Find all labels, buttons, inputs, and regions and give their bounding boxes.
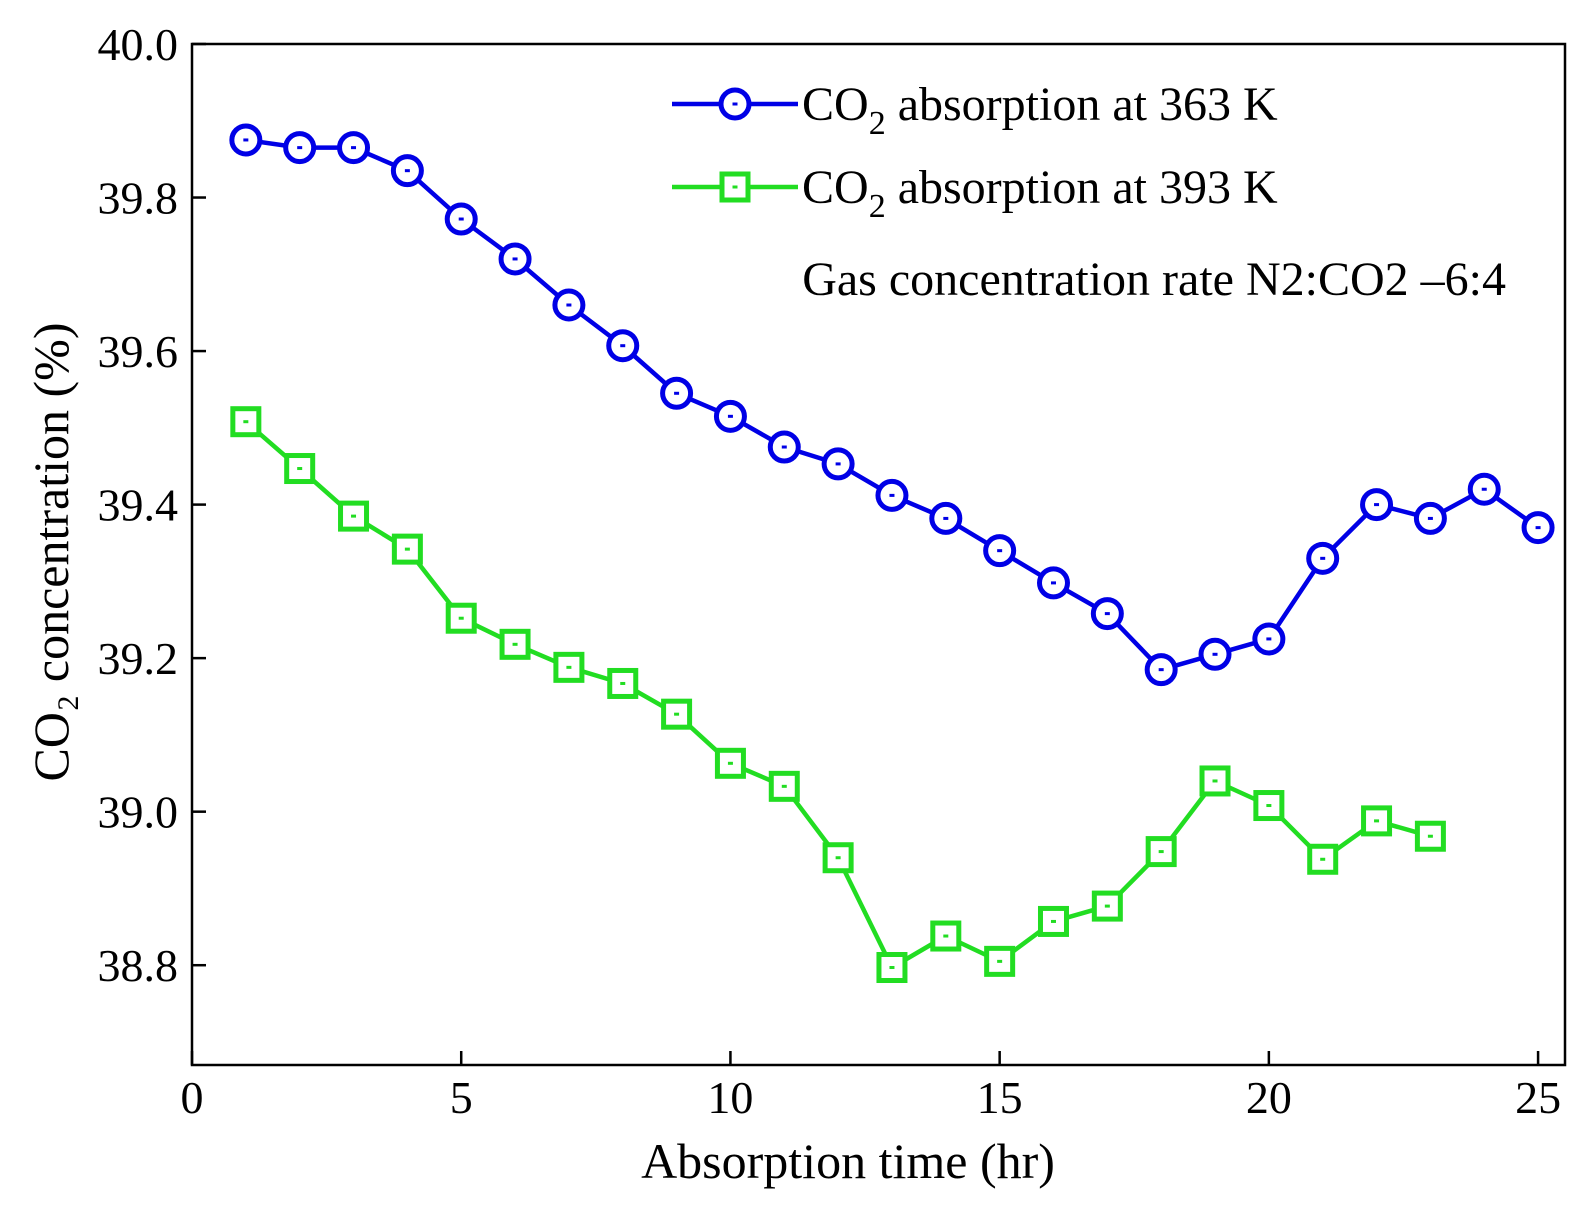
data-point-center — [1158, 668, 1164, 672]
data-point-center — [835, 856, 841, 860]
x-axis-ticks: 0 5 10 15 20 25 — [181, 1051, 1561, 1123]
data-point-center — [1427, 834, 1433, 838]
data-point-center — [1320, 857, 1326, 861]
data-point-center — [404, 169, 410, 173]
data-point-center — [1104, 612, 1110, 616]
data-point-center — [458, 217, 464, 221]
legend-item-1: CO2 absorption at 363 K — [672, 78, 1278, 142]
data-point-center — [889, 493, 895, 497]
data-point-center — [404, 547, 410, 551]
data-point-center — [835, 462, 841, 466]
x-tick-label: 15 — [977, 1072, 1023, 1123]
data-point-center — [1266, 804, 1272, 808]
data-point-center — [512, 257, 518, 261]
y-axis-ticks: 38.8 39.0 39.2 39.4 39.6 39.8 40.0 — [98, 19, 206, 991]
data-point-center — [781, 784, 787, 788]
x-axis-title: Absorption time (hr) — [641, 1133, 1055, 1189]
series-line — [244, 420, 1432, 970]
x-tick-label: 20 — [1246, 1072, 1292, 1123]
data-point — [499, 628, 531, 660]
data-point-center — [620, 681, 626, 685]
data-point-center — [1212, 652, 1218, 656]
data-point-center — [351, 514, 357, 518]
data-point-center — [1320, 556, 1326, 560]
data-point-center — [1266, 637, 1272, 641]
y-tick-label: 39.6 — [98, 326, 179, 377]
data-point-center — [1158, 850, 1164, 854]
legend-item-2: CO2 absorption at 393 K — [672, 161, 1278, 225]
series-1 — [229, 123, 1555, 687]
data-point-center — [620, 344, 626, 348]
data-point-center — [674, 712, 680, 716]
x-tick-label: 5 — [450, 1072, 473, 1123]
data-point — [1037, 905, 1069, 937]
x-tick-label: 25 — [1515, 1072, 1561, 1123]
data-point — [876, 952, 908, 984]
data-point-center — [566, 665, 572, 669]
data-point-center — [243, 138, 249, 142]
data-point-center — [1212, 779, 1218, 783]
data-point — [1307, 843, 1339, 875]
plot-frame — [190, 42, 1567, 1067]
legend-marker-center — [732, 102, 738, 106]
data-point-center — [297, 467, 303, 471]
annotation-text: Gas concentration rate N2:CO2 –6:4 — [802, 253, 1506, 306]
y-axis-title: CO₂ concentration (%) — [23, 323, 79, 782]
data-point-center — [997, 959, 1003, 963]
data-point-center — [727, 414, 733, 418]
data-point-center — [351, 146, 357, 150]
data-point-center — [243, 420, 249, 424]
x-tick-label: 0 — [181, 1072, 204, 1123]
data-point-center — [997, 549, 1003, 553]
x-tick-label: 10 — [707, 1072, 753, 1123]
data-point-center — [1535, 526, 1541, 530]
data-point — [338, 500, 370, 532]
data-point — [1091, 890, 1123, 922]
data-point-center — [889, 966, 895, 970]
data-point-center — [1104, 904, 1110, 908]
y-tick-label: 39.2 — [98, 633, 179, 684]
data-point — [1199, 765, 1231, 797]
y-tick-label: 39.8 — [98, 173, 179, 224]
y-tick-label: 38.8 — [98, 940, 179, 991]
series-layer — [229, 123, 1555, 984]
data-point-center — [1481, 487, 1487, 491]
data-point-center — [512, 642, 518, 646]
data-point-center — [297, 146, 303, 150]
data-point-center — [727, 761, 733, 765]
data-point — [1414, 820, 1446, 852]
data-point-center — [458, 616, 464, 620]
data-point-center — [943, 516, 949, 520]
data-point-center — [781, 445, 787, 449]
data-point-center — [1374, 819, 1380, 823]
series-2 — [230, 406, 1446, 984]
legend-marker-center — [732, 185, 738, 189]
data-point-center — [674, 391, 680, 395]
y-tick-label: 39.4 — [98, 480, 179, 531]
legend-label: CO2 absorption at 393 K — [802, 161, 1278, 225]
legend-label: CO2 absorption at 363 K — [802, 78, 1278, 142]
data-point-center — [1374, 503, 1380, 507]
data-point-center — [1050, 581, 1056, 585]
data-point-center — [1427, 516, 1433, 520]
data-point-center — [566, 303, 572, 307]
data-point — [984, 945, 1016, 977]
data-point-center — [943, 934, 949, 938]
y-tick-label: 39.0 — [98, 787, 179, 838]
data-point-center — [1050, 919, 1056, 923]
y-tick-label: 40.0 — [98, 19, 179, 70]
legend: CO2 absorption at 363 K CO2 absorption at… — [672, 78, 1278, 225]
